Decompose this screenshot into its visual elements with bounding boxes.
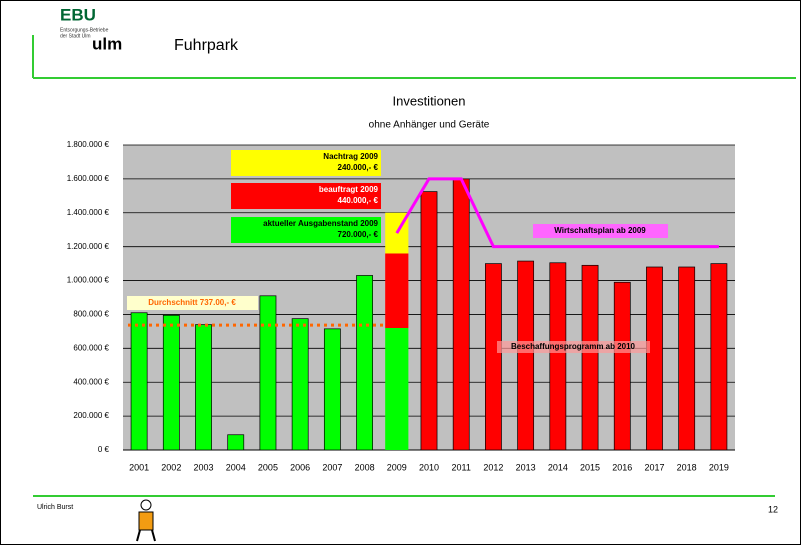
logo-sub: Entsorgungs-Betriebe xyxy=(60,27,109,33)
x-tick-label: 2004 xyxy=(226,462,246,472)
bar xyxy=(195,324,212,451)
bar xyxy=(356,275,373,451)
y-tick-label: 400.000 € xyxy=(73,377,109,386)
plan-line xyxy=(395,177,719,249)
bar xyxy=(323,328,341,451)
logo-sub: der Stadt Ulm xyxy=(60,33,91,39)
x-tick-label: 2009 xyxy=(387,462,407,472)
x-tick-label: 2013 xyxy=(516,462,536,472)
y-tick-label: 1.400.000 € xyxy=(67,208,110,217)
average-box xyxy=(127,296,258,310)
x-tick-label: 2007 xyxy=(322,462,342,472)
y-tick-label: 0 € xyxy=(98,445,110,454)
chart-title: Investitionen xyxy=(393,93,466,108)
value-label: 720.000,- € xyxy=(338,230,379,239)
chart-subtitle: ohne Anhänger und Geräte xyxy=(369,120,490,131)
legend-box xyxy=(231,217,381,243)
y-tick-label: 1.800.000 € xyxy=(67,140,110,149)
x-tick-label: 2014 xyxy=(548,462,568,472)
x-tick-label: 2002 xyxy=(161,462,181,472)
x-tick-label: 2006 xyxy=(290,462,310,472)
legend-box xyxy=(231,150,381,176)
x-tick-label: 2005 xyxy=(258,462,278,472)
bar xyxy=(646,266,663,451)
bar xyxy=(162,314,180,451)
x-tick-label: 2011 xyxy=(452,462,471,472)
logo-bottom: ulm xyxy=(92,34,122,53)
average-label: Durchschnitt 737.00,- € xyxy=(148,298,236,307)
y-tick-label: 1.200.000 € xyxy=(67,242,110,251)
legend-box xyxy=(231,183,381,209)
bar xyxy=(613,281,631,451)
bar xyxy=(549,262,567,451)
x-tick-label: 2010 xyxy=(419,462,439,472)
value-label: 240.000,- € xyxy=(338,163,379,172)
y-tick-label: 800.000 € xyxy=(73,310,109,319)
x-tick-label: 2015 xyxy=(580,462,600,472)
annotation: Beschaffungsprogramm ab 2010 xyxy=(511,342,636,351)
slide-title: Fuhrpark xyxy=(174,37,239,54)
x-tick-label: 2012 xyxy=(483,462,503,472)
bar xyxy=(259,295,277,451)
bar xyxy=(678,266,696,451)
bar xyxy=(130,312,148,451)
bar xyxy=(517,260,535,451)
bar xyxy=(227,434,245,451)
bar xyxy=(452,178,470,451)
x-tick-label: 2016 xyxy=(612,462,632,472)
bar xyxy=(581,264,599,451)
bar xyxy=(291,318,309,451)
plan-label: Wirtschaftsplan ab 2009 xyxy=(554,226,646,235)
x-tick-label: 2001 xyxy=(129,462,149,472)
bar xyxy=(385,253,409,328)
bar xyxy=(485,263,502,451)
mascot xyxy=(136,499,156,542)
x-tick-label: 2008 xyxy=(355,462,375,472)
legend-label: aktueller Ausgabenstand 2009 xyxy=(263,219,378,228)
page-number: 12 xyxy=(768,504,778,514)
legend-label: Nachtrag 2009 xyxy=(323,152,378,161)
bar xyxy=(710,263,728,451)
y-tick-label: 200.000 € xyxy=(73,411,109,420)
bar xyxy=(385,328,409,450)
y-tick-label: 600.000 € xyxy=(73,343,109,352)
logo-top: EBU xyxy=(60,5,96,24)
bar xyxy=(420,191,438,451)
x-tick-label: 2019 xyxy=(709,462,729,472)
x-tick-label: 2017 xyxy=(644,462,664,472)
y-tick-label: 1.000.000 € xyxy=(67,276,110,285)
legend-label: beauftragt 2009 xyxy=(319,185,379,194)
x-tick-label: 2003 xyxy=(194,462,214,472)
value-label: 440.000,- € xyxy=(338,196,379,205)
annotation-box xyxy=(497,341,650,353)
x-tick-label: 2018 xyxy=(677,462,697,472)
footer-author: Ulrich Burst xyxy=(37,504,73,511)
plan-box xyxy=(533,224,668,238)
y-tick-label: 1.600.000 € xyxy=(67,174,110,183)
